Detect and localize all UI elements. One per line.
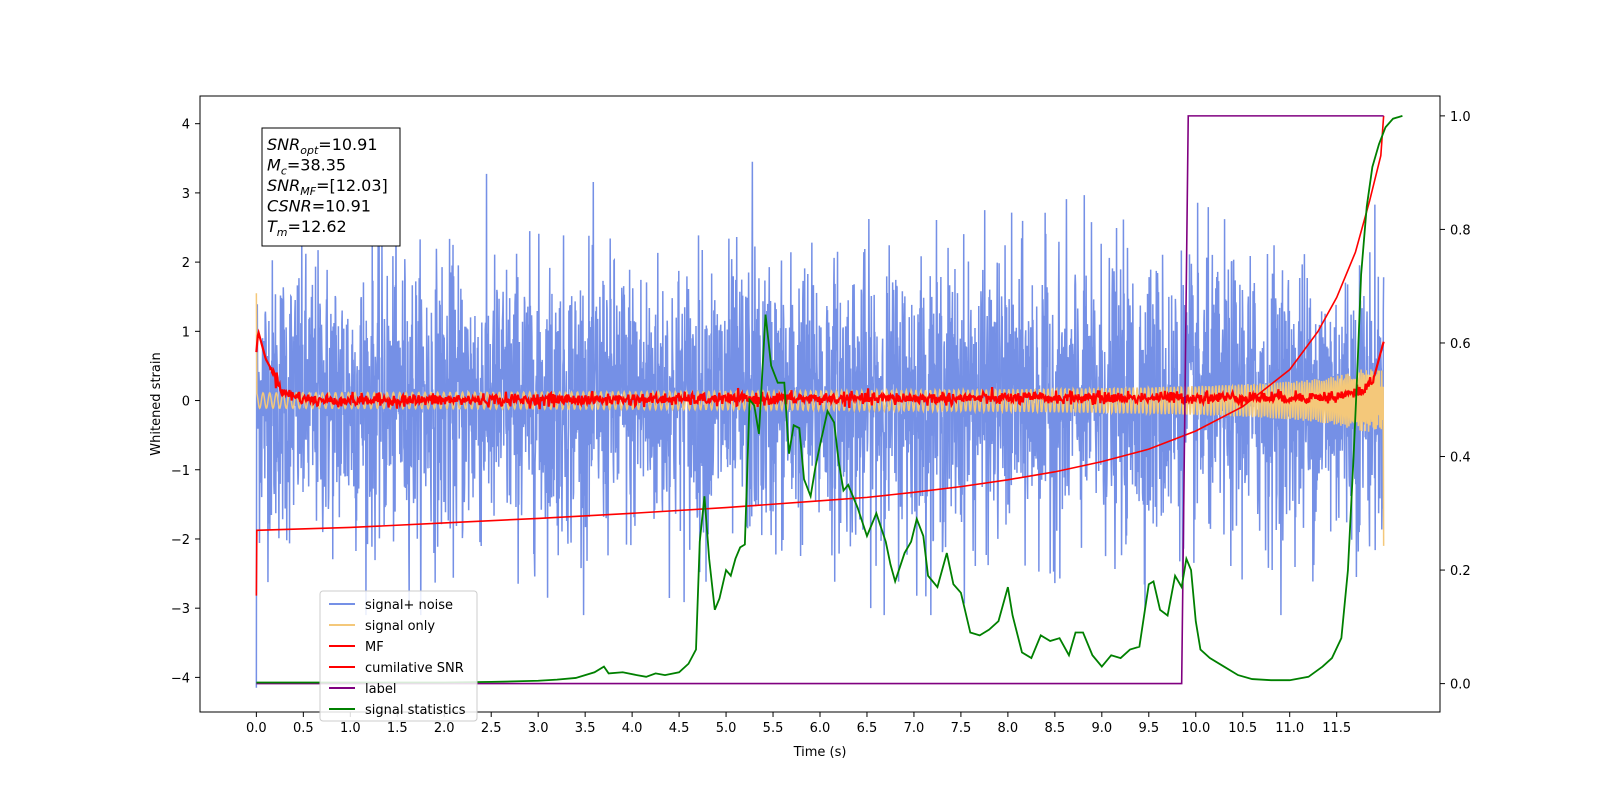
legend-label: label <box>365 682 396 697</box>
x-tick-label: 9.5 <box>1138 721 1159 736</box>
annotation-line: SNRMF=[12.03] <box>267 176 388 198</box>
x-tick-label: 2.5 <box>481 721 502 736</box>
annotation-value: =[12.03] <box>316 176 388 195</box>
annotation-subscript: m <box>277 226 288 239</box>
y-tick-label: 2 <box>182 256 190 271</box>
x-tick-label: 2.0 <box>434 721 455 736</box>
annotation-subscript: c <box>281 165 287 178</box>
series-signal-statistics <box>256 115 1403 684</box>
x-tick-label: 9.0 <box>1091 721 1112 736</box>
x-tick-label: 8.5 <box>1045 721 1066 736</box>
annotation-line: CSNR=10.91 <box>267 197 371 216</box>
x-tick-label: 4.5 <box>669 721 690 736</box>
x-axis-label: Time (s) <box>793 745 847 760</box>
x-tick-label: 1.0 <box>340 721 361 736</box>
series-layer <box>255 115 1403 688</box>
y2-tick-label: 1.0 <box>1450 110 1471 125</box>
x-tick-label: 10.5 <box>1228 721 1257 736</box>
y-tick-label: −3 <box>171 602 190 617</box>
y-tick-label: −1 <box>171 464 190 479</box>
x-tick-label: 1.5 <box>387 721 408 736</box>
x-tick-label: 4.0 <box>622 721 643 736</box>
legend-label: cumilative SNR <box>365 661 464 676</box>
y2-tick-label: 0.8 <box>1450 223 1471 238</box>
y2-tick-label: 0.6 <box>1450 337 1471 352</box>
legend-label: signal only <box>365 619 435 634</box>
series-signal-noise <box>255 161 1385 688</box>
annotation-line: SNRopt=10.91 <box>267 135 378 157</box>
x-tick-label: 11.5 <box>1322 721 1351 736</box>
x-tick-label: 0.0 <box>246 721 267 736</box>
annotation-value: =10.91 <box>312 197 371 216</box>
x-tick-label: 11.0 <box>1275 721 1304 736</box>
annotation-symbol: M <box>267 156 281 175</box>
y-axis-left: 4 3 2 1 0 −1 −2 −3 −4 <box>171 118 200 686</box>
y2-tick-label: 0.2 <box>1450 564 1471 579</box>
annotation-value: =38.35 <box>287 156 346 175</box>
y2-tick-label: 0.0 <box>1450 678 1471 693</box>
series-label <box>256 115 1384 685</box>
series-mf <box>255 328 1385 410</box>
annotation-line: Tm=12.62 <box>267 217 347 239</box>
x-tick-label: 10.0 <box>1181 721 1210 736</box>
x-tick-label: 3.5 <box>575 721 596 736</box>
x-tick-label: 5.5 <box>763 721 784 736</box>
legend-label: MF <box>365 640 384 655</box>
legend: signal+ noise signal only MF cumilative SNR… <box>319 590 478 722</box>
y-tick-label: 0 <box>182 395 190 410</box>
x-tick-label: 3.0 <box>528 721 549 736</box>
x-tick-label: 6.5 <box>857 721 878 736</box>
series-cumilative-snr <box>255 115 1385 596</box>
legend-label: signal+ noise <box>365 598 453 613</box>
annotation-symbol: T <box>267 217 278 236</box>
y-tick-label: −4 <box>171 671 190 686</box>
annotation-symbol: CSNR <box>267 197 312 216</box>
x-tick-label: 0.5 <box>293 721 314 736</box>
x-tick-label: 5.0 <box>716 721 737 736</box>
y-tick-label: −2 <box>171 533 190 548</box>
y-tick-label: 4 <box>182 118 190 133</box>
legend-frame <box>319 590 478 722</box>
x-tick-label: 7.0 <box>904 721 925 736</box>
annotation-box: SNRopt=10.91Mc=38.35SNRMF=[12.03]CSNR=10… <box>261 127 401 247</box>
annotation-symbol: SNR <box>267 176 300 195</box>
legend-label: signal statistics <box>365 703 466 718</box>
x-axis: 0.0 0.5 1.0 1.5 2.0 2.5 3.0 3.5 4.0 4.5 5.0 5.5 6.0 6… <box>246 712 1351 736</box>
annotation-subscript: opt <box>300 144 319 157</box>
annotation-line: Mc=38.35 <box>267 156 346 178</box>
annotation-subscript: MF <box>300 185 316 198</box>
annotation-value: =10.91 <box>318 135 377 154</box>
annotation-symbol: SNR <box>267 135 300 154</box>
x-tick-label: 7.5 <box>951 721 972 736</box>
annotation-frame <box>261 127 401 247</box>
y-axis-label: Whitened strain <box>149 352 164 455</box>
y-tick-label: 1 <box>182 325 190 340</box>
x-tick-label: 8.0 <box>998 721 1019 736</box>
y2-tick-label: 0.4 <box>1450 451 1471 466</box>
y-axis-right: 1.0 0.8 0.6 0.4 0.2 0.0 <box>1440 110 1471 693</box>
x-tick-label: 6.0 <box>810 721 831 736</box>
annotation-value: =12.62 <box>288 217 347 236</box>
y-tick-label: 3 <box>182 187 190 202</box>
